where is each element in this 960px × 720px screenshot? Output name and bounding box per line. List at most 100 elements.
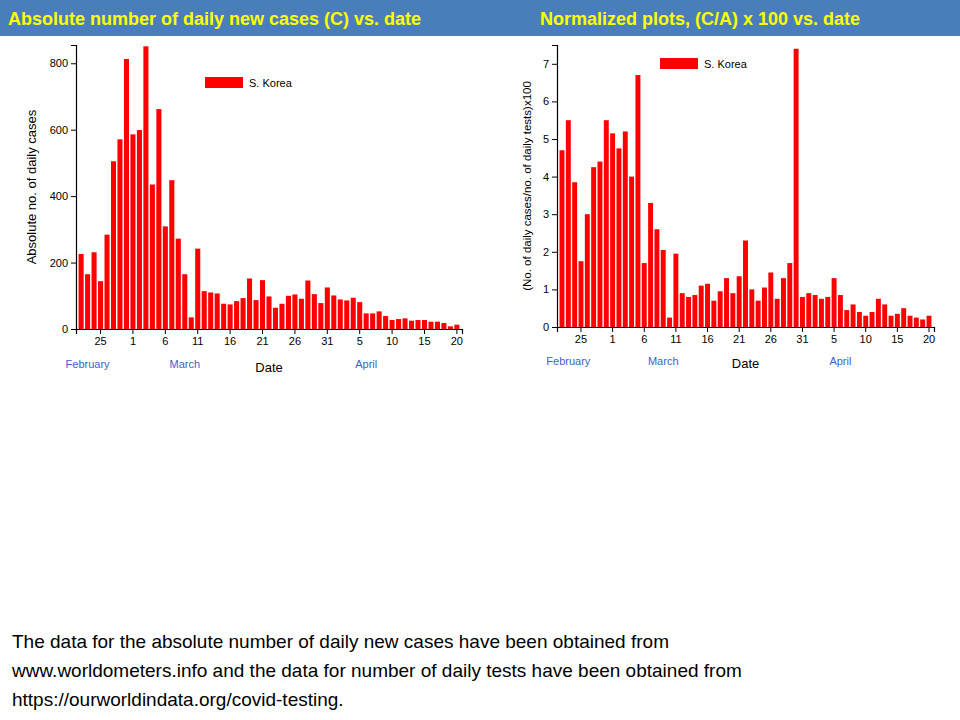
- y-axis-title: (No. of daily cases/no. of daily tests)x…: [521, 81, 533, 291]
- y-tick: 6: [543, 95, 557, 107]
- bar: [247, 279, 252, 329]
- y-tick-mark: [552, 252, 557, 253]
- bar: [357, 302, 362, 329]
- y-tick: 200: [50, 257, 76, 269]
- y-tick-label: 800: [50, 57, 68, 69]
- bar: [182, 274, 187, 329]
- y-tick: 5: [543, 133, 557, 145]
- bar: [800, 297, 805, 327]
- y-tick-label: 2: [543, 246, 549, 258]
- x-tick-mark: [165, 329, 166, 334]
- x-tick-label: 6: [641, 333, 647, 345]
- plot-area: [79, 46, 460, 329]
- x-tick-label: 21: [733, 333, 745, 345]
- bar: [409, 321, 414, 329]
- x-tick-mark: [327, 329, 328, 334]
- y-tick-label: 600: [50, 124, 68, 136]
- x-tick-mark: [294, 329, 295, 334]
- bar: [260, 280, 265, 329]
- month-label: February: [66, 358, 111, 370]
- legend: S. Korea: [660, 58, 748, 70]
- bar: [597, 162, 602, 327]
- x-tick-mark: [262, 329, 263, 334]
- bar: [422, 320, 427, 329]
- bar: [870, 312, 875, 327]
- x-tick-mark: [456, 329, 457, 334]
- x-tick-mark: [424, 329, 425, 334]
- bar: [642, 263, 647, 327]
- x-tick-label: 25: [94, 335, 106, 347]
- chart-title: Normalized plots, (C/A) x 100 vs. date: [540, 9, 860, 29]
- x-tick-label: 1: [130, 335, 136, 347]
- x-tick: 10: [860, 327, 872, 345]
- y-tick-label: 3: [543, 208, 549, 220]
- bar: [215, 293, 220, 329]
- x-tick-label: 26: [289, 335, 301, 347]
- x-tick-mark: [612, 327, 613, 332]
- x-tick: 11: [192, 329, 203, 347]
- bar: [749, 289, 754, 327]
- x-tick-mark: [359, 329, 360, 334]
- bar: [718, 291, 723, 327]
- chart-page: Absolute number of daily new cases (C) v…: [0, 0, 960, 720]
- x-tick: 16: [224, 329, 236, 347]
- bar: [299, 299, 304, 329]
- chart-title: Absolute number of daily new cases (C) v…: [8, 9, 421, 29]
- x-tick-mark: [897, 327, 898, 332]
- legend: S. Korea: [205, 77, 293, 89]
- x-tick-label: 20: [451, 335, 463, 347]
- x-tick: 26: [765, 327, 777, 345]
- bar: [163, 226, 168, 329]
- y-tick-mark: [552, 64, 557, 65]
- x-tick-label: 10: [860, 333, 872, 345]
- x-tick: 21: [733, 327, 745, 345]
- x-tick-mark: [392, 329, 393, 334]
- x-tick: 20: [451, 329, 463, 347]
- bar: [806, 293, 811, 327]
- bar: [105, 235, 110, 329]
- footer: The data for the absolute number of dail…: [11, 631, 742, 710]
- bar: [673, 254, 678, 327]
- bar: [629, 177, 634, 327]
- x-tick: 31: [796, 327, 808, 345]
- bar: [331, 295, 336, 329]
- month-label: March: [648, 355, 679, 367]
- x-tick-label: 15: [891, 333, 903, 345]
- y-tick: 0: [62, 323, 76, 335]
- bar: [441, 323, 446, 329]
- y-tick-mark: [71, 329, 76, 330]
- bar: [857, 312, 862, 327]
- x-tick-mark: [802, 327, 803, 332]
- x-tick-mark: [707, 327, 708, 332]
- bar: [901, 308, 906, 327]
- bar: [667, 318, 672, 327]
- bar: [156, 109, 161, 329]
- footer-line: https://ourworldindata.org/covid-testing…: [12, 689, 344, 710]
- bar: [863, 316, 868, 327]
- bar: [448, 326, 453, 329]
- bar: [221, 304, 226, 329]
- x-tick: 5: [357, 329, 363, 347]
- x-tick-mark: [644, 327, 645, 332]
- x-tick-mark: [197, 329, 198, 334]
- bar: [189, 317, 194, 329]
- bar: [680, 293, 685, 327]
- bar: [781, 278, 786, 327]
- y-tick-label: 0: [62, 323, 68, 335]
- bar: [591, 167, 596, 327]
- y-tick-label: 4: [543, 171, 549, 183]
- y-tick-mark: [71, 196, 76, 197]
- bar: [838, 295, 843, 327]
- bar: [920, 319, 925, 327]
- bar: [435, 322, 440, 329]
- x-tick: 11: [670, 327, 681, 345]
- bar: [882, 304, 887, 327]
- bar: [819, 299, 824, 327]
- x-tick-mark: [834, 327, 835, 332]
- bar: [273, 308, 278, 329]
- bar: [654, 229, 659, 327]
- x-tick-label: 31: [796, 333, 808, 345]
- x-tick: 20: [923, 327, 935, 345]
- y-tick: 1: [543, 283, 557, 295]
- bar: [825, 297, 830, 327]
